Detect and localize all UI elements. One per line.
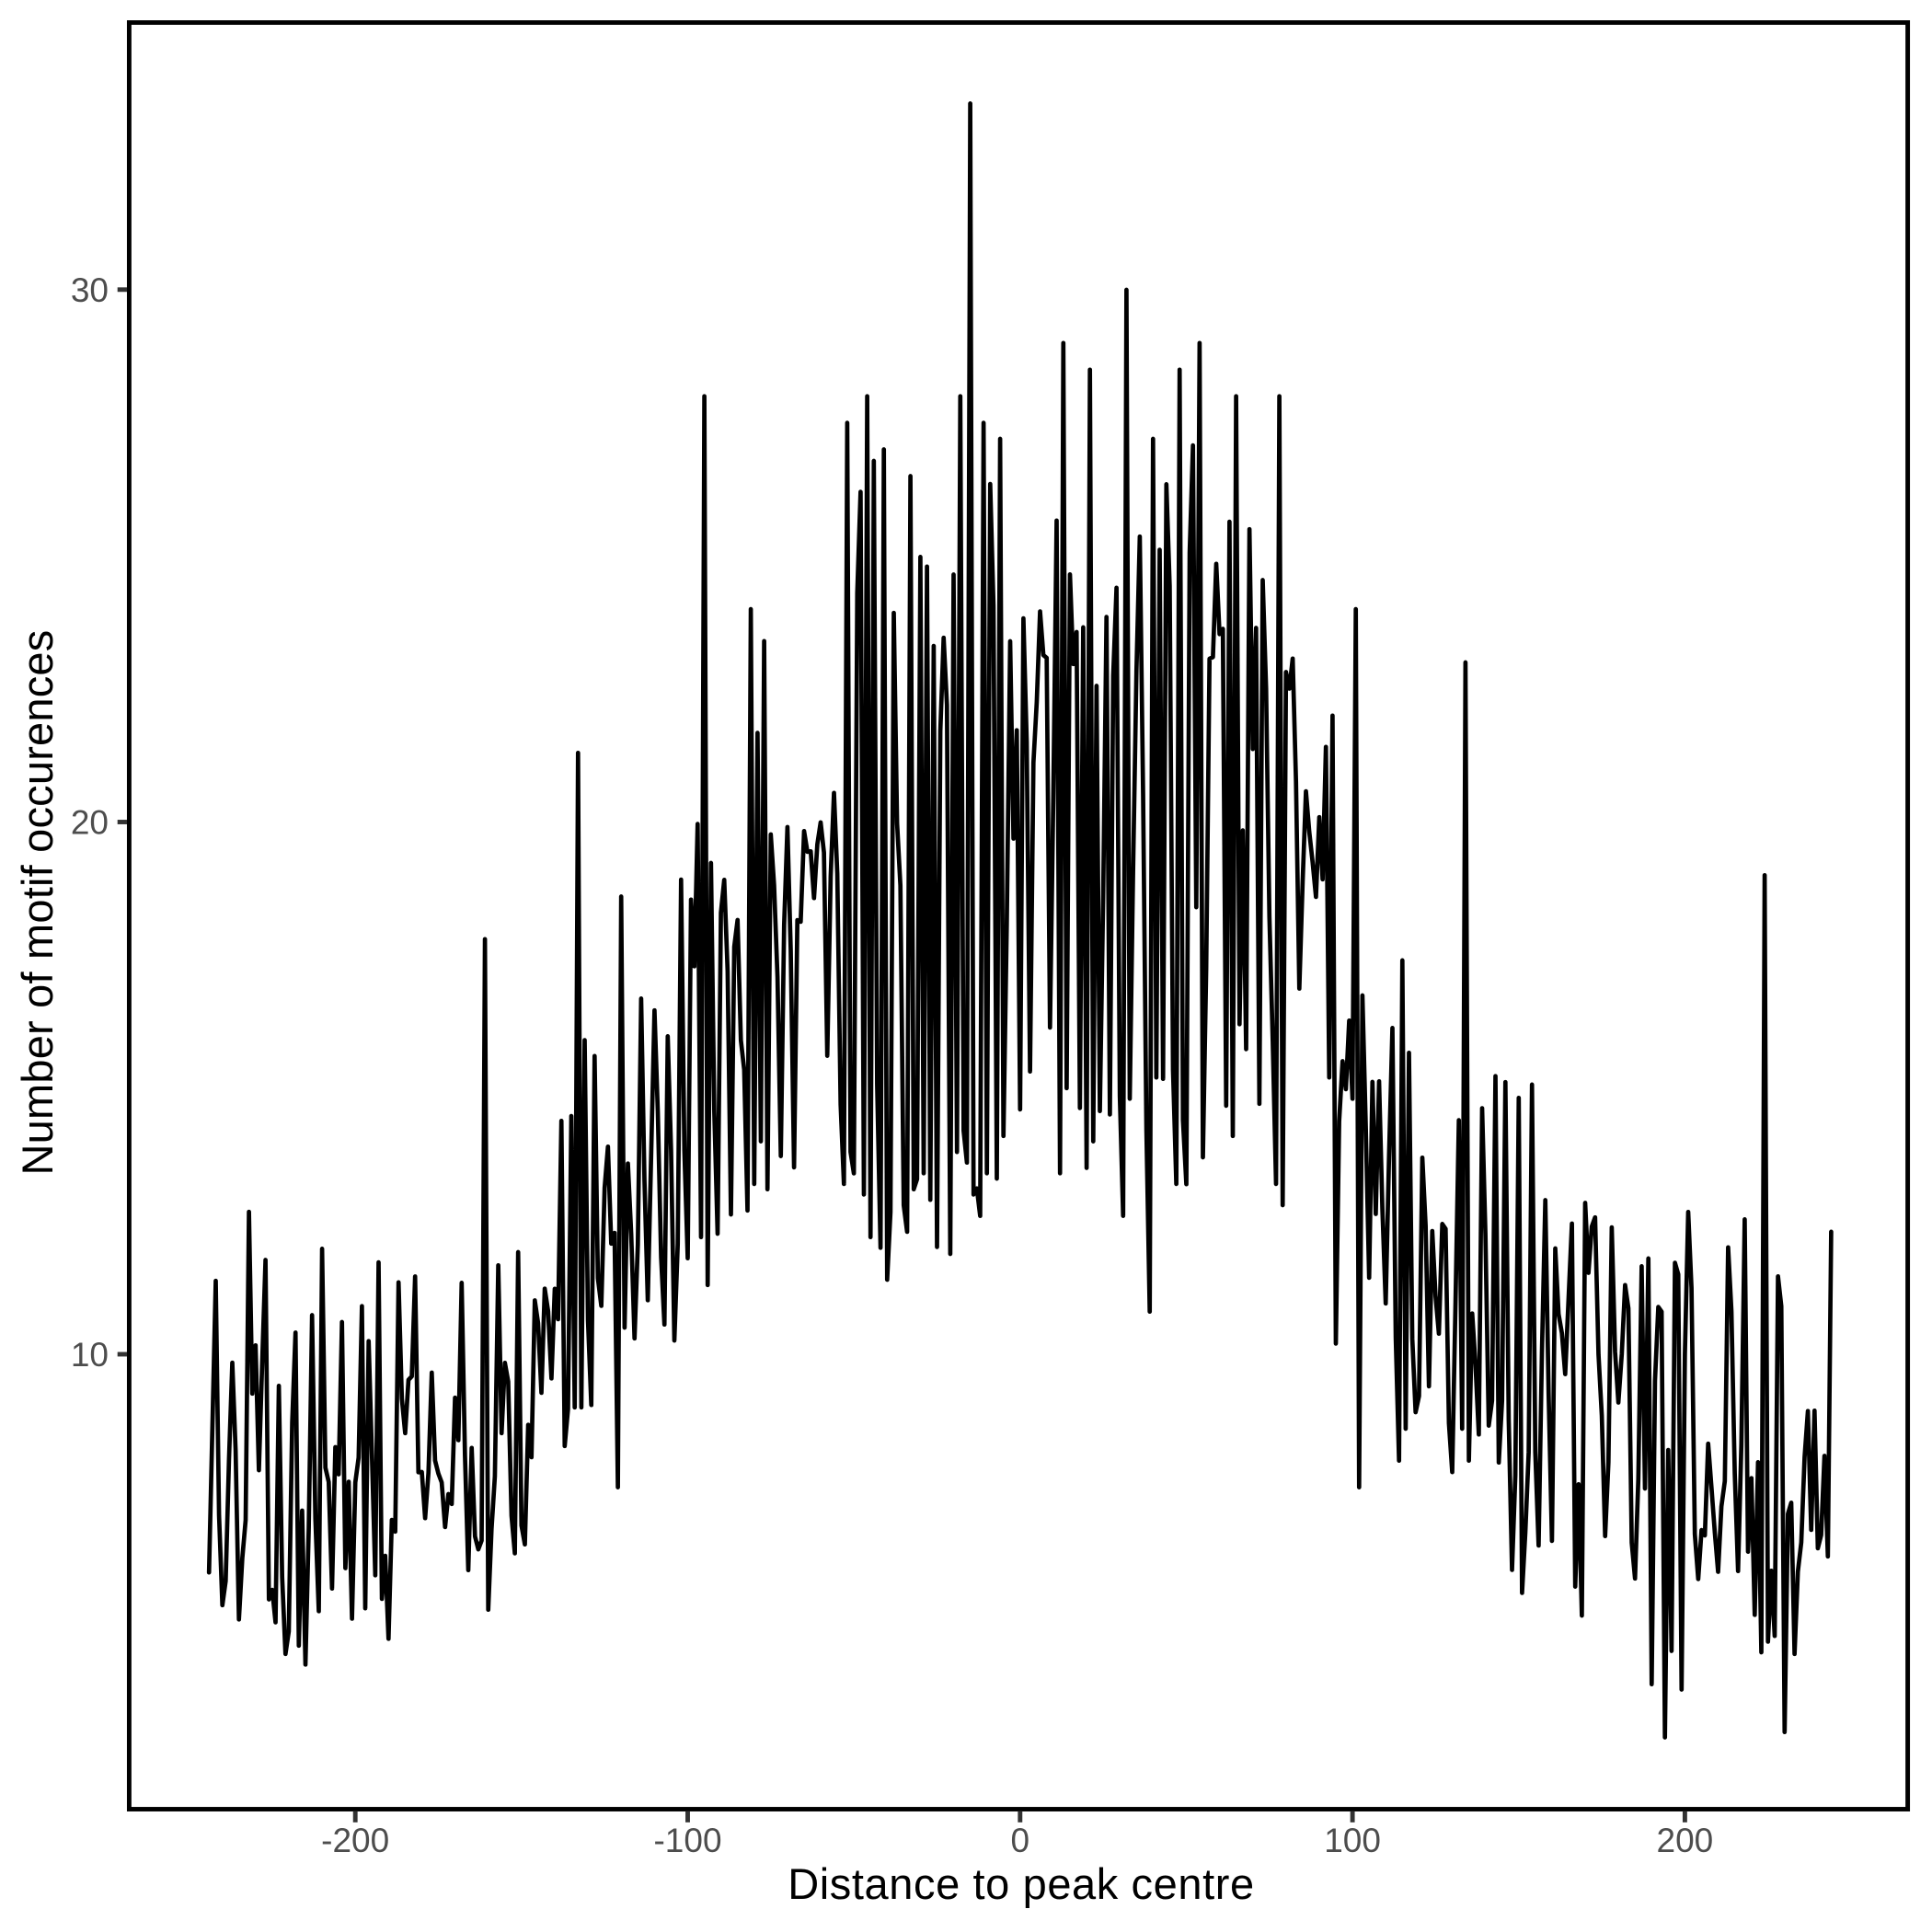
svg-text:0: 0 (1011, 1822, 1030, 1859)
svg-text:Distance to peak centre: Distance to peak centre (788, 1859, 1255, 1908)
svg-text:20: 20 (71, 804, 109, 842)
svg-text:200: 200 (1657, 1822, 1714, 1859)
svg-text:-100: -100 (653, 1822, 721, 1859)
svg-text:100: 100 (1324, 1822, 1381, 1859)
svg-text:-200: -200 (321, 1822, 389, 1859)
svg-text:30: 30 (71, 271, 109, 309)
svg-text:10: 10 (71, 1336, 109, 1374)
svg-text:Number of motif occurences: Number of motif occurences (13, 630, 62, 1176)
